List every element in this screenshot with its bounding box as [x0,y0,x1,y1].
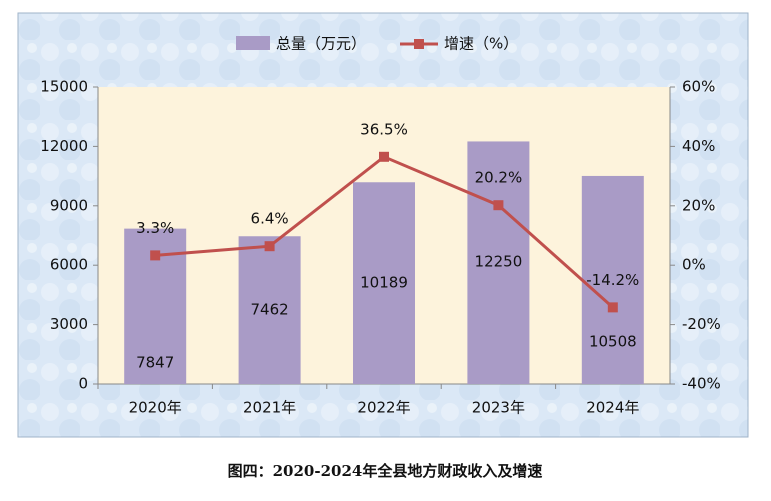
y2-tick-label: 40% [682,137,715,155]
bar [238,236,301,384]
x-tick-label: 2021年 [243,399,296,417]
growth-label: 6.4% [251,210,289,228]
bar-value-label: 7462 [251,301,289,319]
x-tick-label: 2023年 [472,399,525,417]
bar-value-label: 7847 [136,354,174,372]
growth-marker [150,250,161,261]
y-tick-label: 6000 [50,256,88,274]
growth-label: -14.2% [586,271,639,289]
caption: 图四：2020-2024年全县地方财政收入及增速 [228,462,543,480]
x-tick-label: 2024年 [586,399,639,417]
bar-value-label: 10508 [589,333,637,351]
y2-tick-label: -20% [682,315,721,333]
y-tick-label: 15000 [40,78,88,96]
y-tick-label: 9000 [50,196,88,214]
growth-marker [379,151,389,162]
growth-label: 20.2% [475,169,523,187]
growth-marker [264,241,275,252]
legend-label: 总量（万元） [276,35,366,53]
x-tick-label: 2022年 [357,399,410,417]
legend-label: 增速（%） [444,35,518,53]
bar [467,141,530,384]
growth-marker [493,200,504,211]
growth-marker [607,302,618,313]
bar-value-label: 10189 [360,274,408,292]
bar [581,175,644,384]
y2-tick-label: 20% [682,196,715,214]
x-tick-label: 2020年 [129,399,182,417]
y2-tick-label: 60% [682,78,715,96]
growth-label: 3.3% [136,219,174,237]
bar-value-label: 12250 [475,253,523,271]
y-tick-label: 3000 [50,315,88,333]
y2-tick-label: 0% [682,256,706,274]
legend-marker [414,39,424,49]
bar [353,182,415,384]
y2-tick-label: -40% [682,375,721,393]
legend-swatch [236,36,270,50]
y-tick-label: 0 [78,375,88,393]
growth-label: 36.5% [360,120,408,138]
y-tick-label: 12000 [40,137,88,155]
